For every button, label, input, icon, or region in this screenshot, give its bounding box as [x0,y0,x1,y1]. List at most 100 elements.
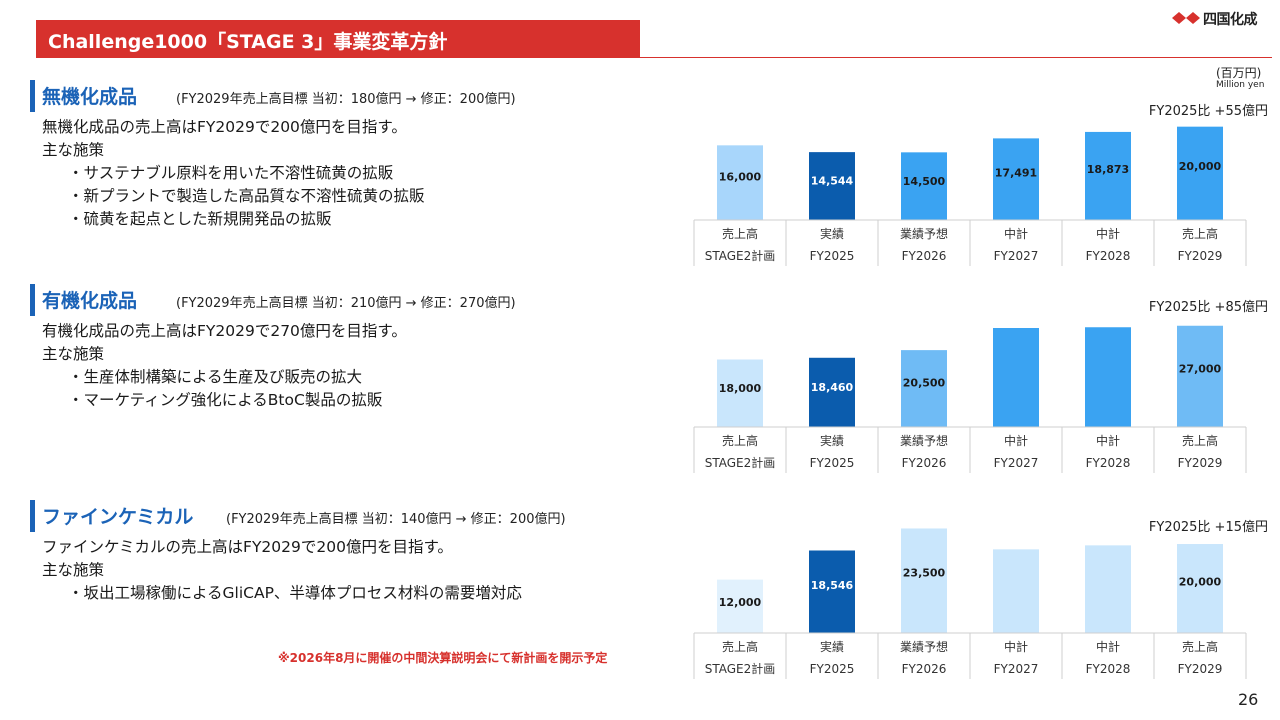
bar [809,152,855,220]
logo-diamond-icon [1172,12,1200,24]
measure-item: ・サステナブル原料を用いた不溶性硫黄の拡販 [68,164,394,182]
category-label: 中計 [1004,433,1028,448]
category-label: 売上高 [1182,226,1218,241]
bar [809,550,855,633]
bar-value-label: 14,544 [811,175,854,188]
section-inorganic: 無機化成品 (FY2029年売上高目標 当初：180億円 → 修正：200億円)… [30,80,670,240]
chart-organic: FY2025比 +85億円 18,000 18,460 20,500 27,000 売上… [693,296,1268,476]
category-label: 中計 [1096,433,1120,448]
bar-value-label: 18,873 [1087,163,1129,176]
category-year-label: FY2027 [994,662,1039,676]
measure-item: ・硫黄を起点とした新規開発品の拡販 [68,210,332,228]
section-accent-bar [30,500,35,532]
bar [901,152,947,220]
body-line: 主な施策 [42,561,105,579]
bar [1085,131,1131,220]
category-year-label: FY2026 [902,249,947,263]
body-line: 有機化成品の売上高はFY2029で270億円を目指す。 [42,322,407,340]
section-target: (FY2029年売上高目標 当初：180億円 → 修正：200億円) [176,92,516,107]
bar-value-label: 20,000 [1179,575,1222,588]
category-label: 中計 [1096,226,1120,241]
bar [993,138,1039,220]
category-year-label: FY2026 [902,456,947,470]
bar [1085,545,1131,633]
section-accent-bar [30,80,35,112]
bar [717,579,763,633]
bar [809,357,855,427]
category-year-label: FY2028 [1086,456,1131,470]
category-label: 売上高 [1182,639,1218,654]
category-year-label: FY2029 [1178,662,1223,676]
chart-inorganic: FY2025比 +55億円 16,000 14,544 14,500 17,491 18… [693,100,1268,268]
unit-label: (百万円) [1216,66,1262,80]
measure-item: ・生産体制構築による生産及び販売の拡大 [68,368,363,386]
section-target: (FY2029年売上高目標 当初：210億円 → 修正：270億円) [176,296,516,311]
title-bar: Challenge1000「STAGE 3」事業変革方針 [36,20,640,58]
section-heading: 無機化成品 [42,86,138,108]
category-label: 実績 [820,226,844,241]
bar-value-label: 18,546 [811,579,854,592]
bar-value-label: 23,500 [903,566,946,579]
title-underline [36,57,1272,58]
chart-fine-chemical-svg: 12,000 18,546 23,500 20,000 売上高 STAGE2計画 実績 FY2… [693,528,1247,679]
page-number: 26 [1238,690,1259,709]
category-label: 中計 [1004,226,1028,241]
category-year-label: FY2029 [1178,456,1223,470]
bar [993,328,1039,427]
section-heading: ファインケミカル [42,506,194,528]
category-label: 業績予想 [900,639,948,654]
category-label: 業績予想 [900,433,948,448]
section-accent-bar [30,284,35,316]
category-year-label: FY2028 [1086,662,1131,676]
category-label: 売上高 [722,433,758,448]
category-year-label: FY2025 [810,249,855,263]
category-year-label: FY2028 [1086,249,1131,263]
bar [901,350,947,427]
company-logo: 四国化成 [1172,8,1268,28]
bar [1177,126,1223,220]
section-body: ファインケミカルの売上高はFY2029で200億円を目指す。 主な施策 ・坂出工… [42,536,522,605]
category-label: 実績 [820,639,844,654]
category-label: 中計 [1096,639,1120,654]
section-heading: 有機化成品 [42,290,138,312]
category-label: 売上高 [722,226,758,241]
bar-value-label: 27,000 [1179,362,1222,375]
category-year-label: FY2027 [994,456,1039,470]
chart-inorganic-svg: 16,000 14,544 14,500 17,491 18,873 20,000 売上高 S… [693,126,1247,266]
category-year-label: STAGE2計画 [705,248,776,263]
category-label: 実績 [820,433,844,448]
unit-label-english: Million yen [1216,80,1265,90]
category-year-label: FY2026 [902,662,947,676]
bar-value-label: 18,460 [811,381,854,394]
footnote: ※2026年8月に開催の中間決算説明会にて新計画を開示予定 [278,651,608,665]
chart-delta-note: FY2025比 +85億円 [1148,300,1268,315]
bar [1085,327,1131,427]
bar [993,549,1039,633]
body-line: 主な施策 [42,345,105,363]
category-label: 中計 [1004,639,1028,654]
category-year-label: STAGE2計画 [705,455,776,470]
category-year-label: FY2025 [810,456,855,470]
bar-value-label: 20,000 [1179,160,1222,173]
category-year-label: FY2025 [810,662,855,676]
body-line: ファインケミカルの売上高はFY2029で200億円を目指す。 [42,538,453,556]
body-line: 無機化成品の売上高はFY2029で200億円を目指す。 [42,118,407,136]
section-body: 有機化成品の売上高はFY2029で270億円を目指す。 主な施策 ・生産体制構築… [42,320,407,412]
section-target: (FY2029年売上高目標 当初：140億円 → 修正：200億円) [226,512,566,527]
bar-value-label: 20,500 [903,376,946,389]
category-label: 売上高 [722,639,758,654]
chart-delta-note: FY2025比 +55億円 [1148,104,1268,119]
chart-organic-svg: 18,000 18,460 20,500 27,000 売上高 STAGE2計画 実績 FY2… [693,325,1247,473]
chart-delta-note: FY2025比 +15億円 [1148,520,1268,535]
page-title: Challenge1000「STAGE 3」事業変革方針 [48,31,448,53]
bar-value-label: 17,491 [995,167,1037,180]
category-label: 業績予想 [900,226,948,241]
category-label: 売上高 [1182,433,1218,448]
bar [1177,325,1223,427]
section-fine-chemical: ファインケミカル (FY2029年売上高目標 当初：140億円 → 修正：200… [30,500,670,620]
category-year-label: STAGE2計画 [705,661,776,676]
bar [1177,544,1223,633]
category-year-label: FY2027 [994,249,1039,263]
chart-fine-chemical: FY2025比 +15億円 12,000 18,546 23,500 20,000 売上… [693,516,1268,684]
section-body: 無機化成品の売上高はFY2029で200億円を目指す。 主な施策 ・サステナブル… [42,116,425,231]
